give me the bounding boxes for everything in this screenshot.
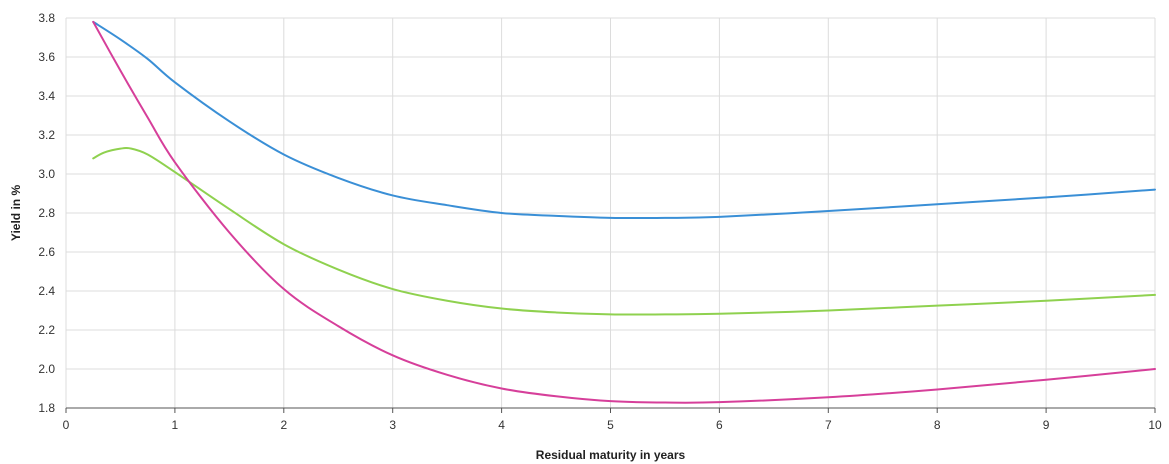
x-tick-label: 9 [1043,418,1050,432]
gridlines [65,17,1156,413]
y-tick-label: 3.4 [38,89,55,103]
x-tick-label: 5 [607,418,614,432]
y-tick-label: 2.2 [38,323,55,337]
x-axis-title: Residual maturity in years [536,448,686,462]
x-tick-label: 0 [63,418,70,432]
x-tick-labels: 0 1 2 3 4 5 6 7 8 9 10 [63,418,1162,432]
y-tick-label: 1.8 [38,401,55,415]
x-tick-label: 10 [1148,418,1162,432]
x-tick-label: 3 [389,418,396,432]
series-line-2 [92,147,1156,316]
y-tick-labels: 1.8 2.0 2.2 2.4 2.6 2.8 3.0 3.2 3.4 3.6 3.8 [38,11,55,415]
y-tick-label: 2.0 [38,362,55,376]
y-tick-label: 2.4 [38,284,55,298]
x-tick-label: 8 [934,418,941,432]
series-line-1 [92,20,1156,220]
x-tick-label: 1 [172,418,179,432]
series-lines [92,20,1156,404]
x-tick-label: 2 [280,418,287,432]
y-tick-label: 3.6 [38,50,55,64]
x-tick-label: 4 [498,418,505,432]
y-tick-label: 2.8 [38,206,55,220]
y-tick-label: 3.2 [38,128,55,142]
y-tick-label: 2.6 [38,245,55,259]
x-tick-label: 7 [825,418,832,432]
y-axis-title: Yield in % [9,185,23,242]
x-tick-label: 6 [716,418,723,432]
y-tick-label: 3.0 [38,167,55,181]
y-tick-label: 3.8 [38,11,55,25]
series-line-3 [92,20,1156,404]
